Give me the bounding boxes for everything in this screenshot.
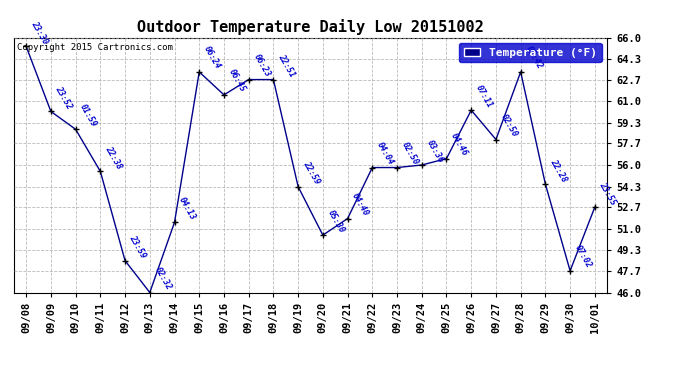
Text: 23:30: 23:30	[29, 20, 49, 46]
Text: 22:51: 22:51	[276, 53, 297, 79]
Text: 05:30: 05:30	[326, 208, 346, 234]
Text: 04:13: 04:13	[177, 195, 197, 222]
Text: 02:50: 02:50	[499, 112, 519, 139]
Text: 06:45: 06:45	[227, 68, 247, 94]
Text: 23:59: 23:59	[128, 234, 148, 260]
Text: Copyright 2015 Cartronics.com: Copyright 2015 Cartronics.com	[17, 43, 172, 52]
Title: Outdoor Temperature Daily Low 20151002: Outdoor Temperature Daily Low 20151002	[137, 19, 484, 35]
Text: 07:11: 07:11	[474, 83, 494, 110]
Text: 04:40: 04:40	[351, 192, 371, 218]
Text: 03:36: 03:36	[424, 138, 445, 164]
Text: 05:42: 05:42	[524, 45, 544, 71]
Text: 22:28: 22:28	[548, 157, 569, 183]
Text: 22:59: 22:59	[301, 160, 322, 186]
Text: 02:32: 02:32	[152, 266, 173, 292]
Legend: Temperature (°F): Temperature (°F)	[460, 43, 602, 62]
Text: 04:04: 04:04	[375, 141, 395, 167]
Text: 06:24: 06:24	[202, 45, 222, 71]
Text: 23:55: 23:55	[598, 180, 618, 206]
Text: 02:50: 02:50	[400, 141, 420, 167]
Text: 22:38: 22:38	[103, 144, 124, 171]
Text: 07:02: 07:02	[573, 244, 593, 270]
Text: 06:23: 06:23	[251, 53, 272, 79]
Text: 04:46: 04:46	[449, 132, 470, 158]
Text: 23:52: 23:52	[54, 84, 74, 111]
Text: 01:59: 01:59	[79, 102, 99, 129]
